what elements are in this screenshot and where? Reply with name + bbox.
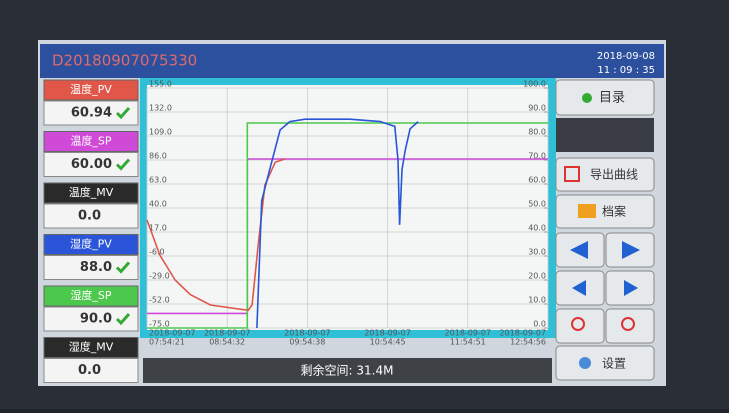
readout-value: 0.0 [78, 363, 101, 378]
readout-label-box [43, 131, 139, 152]
y-tick-label: 17.0 [149, 224, 167, 233]
y2-tick-label: 60.0 [528, 176, 546, 185]
x-tick-label: 09:54:38 [289, 338, 325, 347]
blank-panel [556, 118, 654, 152]
readout-value: 60.00 [71, 157, 112, 172]
x-tick-label: 2018-09-07 [284, 329, 331, 338]
y2-tick-label: 90.0 [528, 104, 546, 113]
x-tick-label: 2018-09-07 [500, 329, 547, 338]
x-tick-label: 07:54:21 [149, 338, 185, 347]
readout-label-box [43, 234, 139, 255]
readout-label-box [43, 182, 139, 204]
y-tick-label: -29.0 [149, 272, 170, 281]
y2-tick-label: 100.0 [523, 80, 546, 89]
settings-label: 设置 [602, 357, 626, 371]
readout-value: 88.0 [80, 260, 112, 275]
menu-label: 目录 [599, 91, 625, 106]
y2-tick-label: 50.0 [528, 200, 546, 209]
archive-label: 档案 [602, 204, 626, 219]
zoom-out-icon [621, 317, 635, 331]
readout-value-box [43, 255, 139, 280]
export-icon [564, 166, 580, 182]
right-arrow [622, 241, 640, 259]
readout-value-box [43, 203, 139, 229]
x-tick-label: 2018-09-07 [149, 329, 196, 338]
last-arrow [624, 280, 638, 296]
x-tick-label: 2018-09-07 [364, 329, 411, 338]
button-panel: 目录 导出曲线 档案 设置 [555, 79, 655, 381]
readout-value-box [43, 152, 139, 177]
archive-icon [578, 204, 596, 218]
y-tick-label: -52.0 [149, 296, 170, 305]
readout-value: 90.0 [80, 312, 112, 327]
zoom-in-button[interactable] [555, 308, 605, 344]
x-tick-label: 12:54:56 [510, 338, 546, 347]
export-label: 导出曲线 [590, 168, 638, 182]
check-icon [115, 313, 131, 326]
time: 11 : 09 : 35 [597, 65, 655, 76]
status-text: 剩余空间: 31.4M [301, 363, 394, 378]
record-id: D20180907075330 [52, 52, 197, 70]
zoom-out-button[interactable] [605, 308, 655, 344]
date: 2018-09-08 [597, 51, 655, 62]
readout-label: 温度_MV [69, 185, 114, 199]
y-tick-label: -6.0 [149, 248, 165, 257]
x-tick-label: 2018-09-07 [204, 329, 251, 338]
y2-tick-label: 30.0 [528, 248, 546, 257]
readout-label: 温度_SP [70, 134, 111, 148]
readout-label: 湿度_MV [69, 340, 114, 354]
readout-label-box [43, 337, 139, 358]
x-tick-label: 2018-09-07 [445, 329, 492, 338]
series-line [147, 122, 548, 329]
y2-tick-label: 70.0 [528, 152, 546, 161]
y2-tick-label: 40.0 [528, 224, 546, 233]
plot-area [147, 85, 548, 330]
first-arrow [572, 280, 586, 296]
y-tick-label: 40.0 [149, 200, 167, 209]
readout-label: 湿度_PV [70, 237, 112, 251]
readout-value: 0.0 [78, 209, 101, 224]
readout-value-box [43, 358, 139, 383]
zoom-in-icon [571, 317, 585, 331]
check-icon [115, 158, 131, 171]
readout-label: 湿度_SP [70, 288, 111, 302]
x-tick-label: 10:54:45 [370, 338, 406, 347]
readout-label-box [43, 285, 139, 307]
x-tick-label: 11:54:51 [450, 338, 486, 347]
y-tick-label: 155.0 [149, 80, 172, 89]
y2-tick-label: 20.0 [528, 272, 546, 281]
menu-button[interactable] [555, 79, 655, 116]
y2-tick-label: 10.0 [528, 296, 546, 305]
readout-value: 60.94 [71, 106, 112, 121]
readout-label-box [43, 79, 139, 101]
archive-button[interactable] [555, 194, 655, 229]
check-icon [115, 261, 131, 274]
y2-tick-label: 0.0 [533, 320, 546, 329]
check-icon [115, 107, 131, 120]
title-bar [40, 44, 664, 78]
left-arrow [570, 241, 588, 259]
series-line [256, 118, 419, 329]
menu-icon [582, 93, 592, 103]
y-tick-label: 86.0 [149, 152, 167, 161]
settings-icon [579, 357, 591, 369]
export-button[interactable] [555, 157, 655, 192]
y-tick-label: -75.0 [149, 320, 170, 329]
readout-value-box [43, 306, 139, 332]
readout-value-box [43, 100, 139, 126]
status-bar [143, 358, 552, 383]
y-tick-label: 63.0 [149, 176, 167, 185]
y2-tick-label: 80.0 [528, 128, 546, 137]
y-tick-label: 109.0 [149, 128, 172, 137]
x-tick-label: 08:54:32 [209, 338, 245, 347]
readout-label: 温度_PV [70, 82, 112, 96]
y-tick-label: 132.0 [149, 104, 172, 113]
settings-button[interactable] [555, 345, 655, 381]
